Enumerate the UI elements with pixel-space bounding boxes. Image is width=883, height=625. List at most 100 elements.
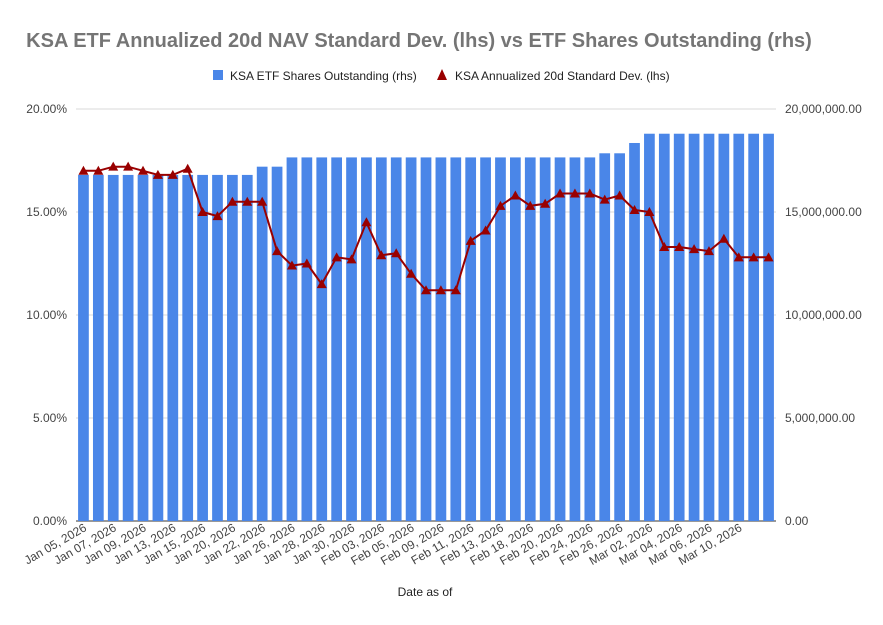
bar: [137, 174, 149, 522]
chart-title: KSA ETF Annualized 20d NAV Standard Dev.…: [26, 30, 812, 52]
line-point-marker: [510, 190, 521, 200]
line-point-marker: [361, 217, 372, 227]
y-right-tick-label: 5,000,000.00: [785, 411, 855, 425]
bar: [92, 174, 104, 522]
line-point-marker: [435, 285, 446, 295]
bar: [375, 157, 387, 521]
line-point-marker: [599, 194, 610, 204]
line-point-marker: [182, 163, 193, 173]
bar: [301, 157, 313, 521]
bar: [554, 157, 566, 521]
legend-swatch-line: [437, 69, 447, 80]
line-point-marker: [108, 161, 119, 171]
y-right-tick-label: 15,000,000.00: [785, 205, 862, 219]
legend-swatch-bar: [213, 70, 223, 80]
line-point-marker: [123, 161, 134, 171]
y-right-tick-label: 0.00: [785, 514, 809, 528]
bar: [390, 157, 402, 521]
bar: [286, 157, 298, 521]
line-point-marker: [301, 258, 312, 268]
line-point-marker: [495, 200, 506, 210]
y-left-tick-label: 0.00%: [33, 514, 67, 528]
bar: [346, 157, 357, 521]
line-point-marker: [555, 188, 566, 198]
y-left-tick-label: 5.00%: [33, 411, 67, 425]
bar: [78, 174, 89, 522]
bar: [644, 133, 655, 521]
bar: [495, 157, 506, 521]
bar: [405, 157, 417, 521]
bar: [703, 133, 715, 521]
bar: [271, 166, 283, 521]
bar: [718, 133, 730, 521]
bar: [539, 157, 551, 521]
y-left-tick-label: 15.00%: [26, 205, 67, 219]
line-series: [78, 161, 774, 295]
line-point-marker: [152, 169, 163, 179]
line-point-marker: [227, 196, 238, 206]
bar: [152, 174, 164, 522]
line-point-marker: [316, 279, 327, 289]
bar: [658, 133, 670, 521]
bar: [688, 133, 700, 521]
line-point-marker: [733, 252, 744, 262]
line-point-marker: [748, 252, 759, 262]
bar: [316, 157, 328, 521]
bar: [614, 153, 625, 522]
line-point-marker: [450, 285, 461, 295]
line-point-marker: [78, 165, 89, 175]
bar: [569, 157, 581, 521]
bar: [748, 133, 760, 521]
bar: [763, 133, 774, 521]
line-point-marker: [346, 254, 357, 264]
bars-series: [78, 133, 774, 522]
bar: [227, 174, 238, 522]
line-point-marker: [629, 204, 640, 214]
line-point-marker: [197, 207, 208, 216]
bar: [450, 157, 462, 521]
bar: [331, 157, 342, 521]
line-point-marker: [376, 250, 387, 260]
x-axis-title: Date as of: [398, 585, 453, 599]
bar: [107, 174, 119, 522]
bar: [435, 157, 447, 521]
bar: [182, 174, 194, 522]
y-right-tick-label: 10,000,000.00: [785, 308, 862, 322]
y-left-tick-label: 10.00%: [26, 308, 67, 322]
line-point-marker: [584, 188, 595, 198]
bar: [629, 142, 640, 522]
line-point-marker: [93, 165, 104, 175]
line-point-marker: [286, 260, 297, 270]
bar: [524, 157, 536, 521]
line-point-marker: [138, 165, 149, 175]
line-point-marker: [257, 196, 268, 206]
bar: [733, 133, 745, 521]
line-point-marker: [644, 207, 655, 216]
bar: [584, 157, 596, 521]
legend-label-stddev: KSA Annualized 20d Standard Dev. (lhs): [455, 69, 670, 83]
line-point-marker: [540, 198, 551, 208]
bar: [212, 174, 223, 522]
bar: [599, 153, 611, 522]
line-point-marker: [167, 169, 178, 179]
line-point-marker: [391, 248, 402, 258]
line-point-marker: [659, 242, 670, 252]
line-point-marker: [569, 188, 580, 198]
line-point-marker: [674, 242, 685, 252]
line-point-marker: [525, 200, 536, 210]
legend-label-shares: KSA ETF Shares Outstanding (rhs): [230, 69, 417, 83]
bar: [241, 174, 253, 522]
legend: KSA ETF Shares Outstanding (rhs) KSA Annu…: [213, 69, 670, 83]
bar: [673, 133, 685, 521]
y-right-tick-label: 20,000,000.00: [785, 102, 862, 116]
line-point-marker: [242, 196, 253, 206]
bar: [122, 174, 134, 522]
line-point-marker: [272, 246, 283, 256]
bar: [465, 157, 477, 521]
line-point-marker: [421, 285, 431, 295]
bar: [361, 157, 372, 521]
bar: [167, 174, 179, 522]
bar: [480, 157, 491, 521]
bar: [510, 157, 521, 521]
